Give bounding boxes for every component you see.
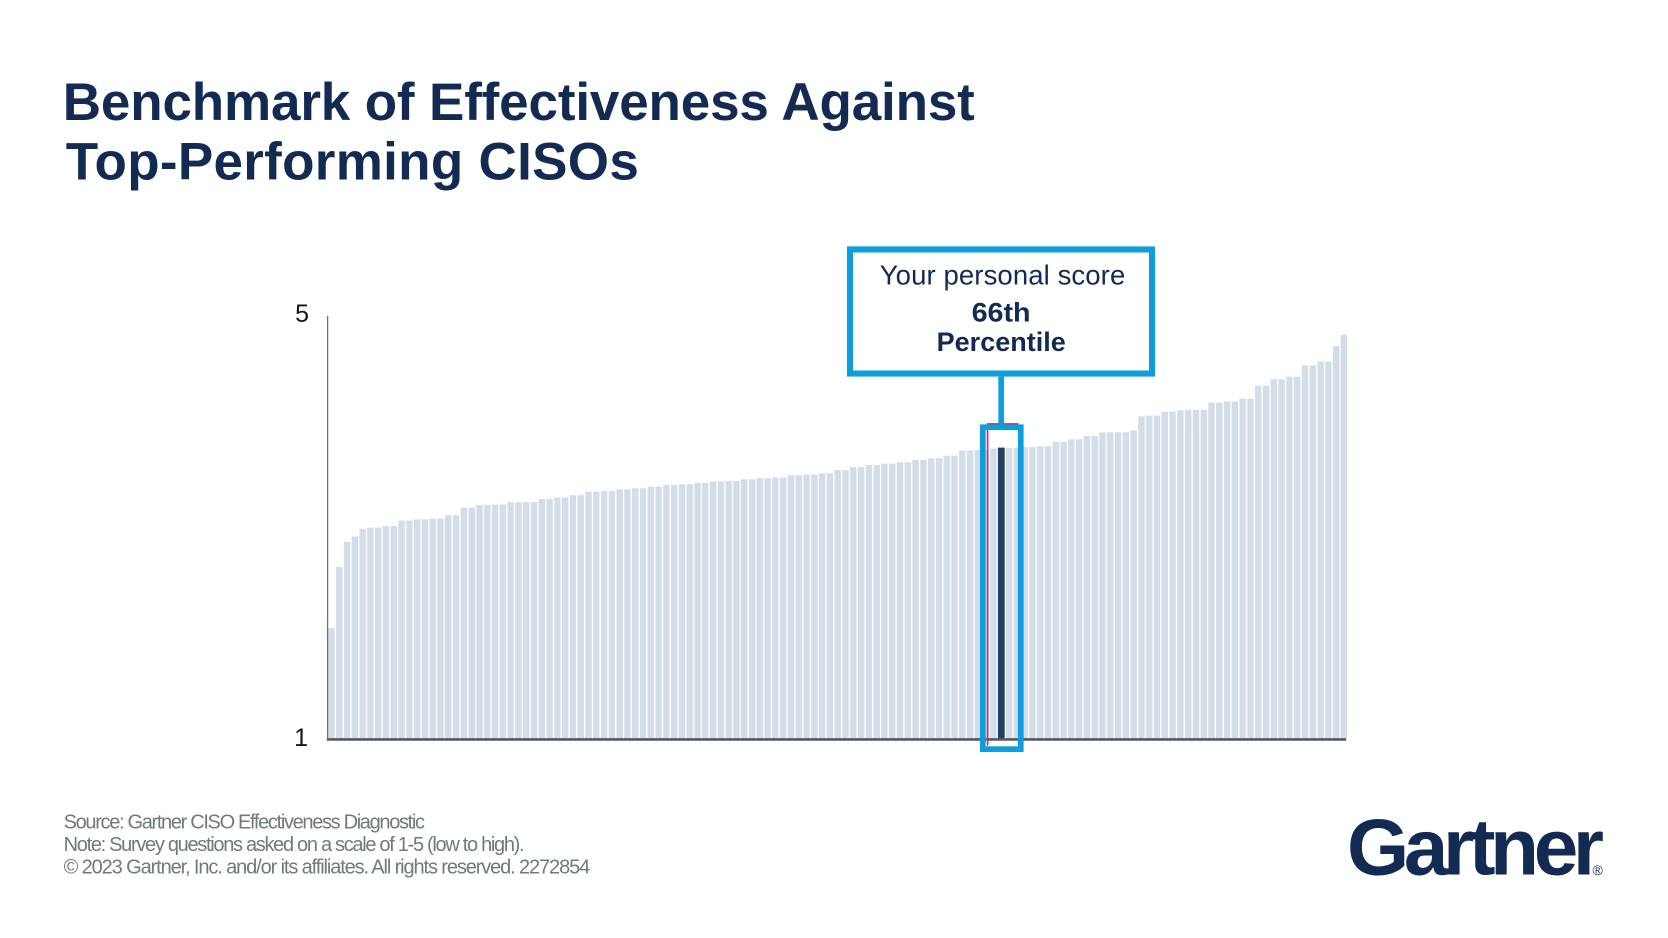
svg-text:Gartner: Gartner bbox=[1347, 803, 1604, 892]
svg-text:Benchmark of Effectiveness Aga: Benchmark of Effectiveness Against bbox=[63, 73, 975, 132]
svg-text:Top-Performing CISOs: Top-Performing CISOs bbox=[66, 132, 639, 191]
svg-text:Percentile: Percentile bbox=[937, 327, 1066, 357]
svg-text:®: ® bbox=[1593, 862, 1604, 878]
svg-text:5: 5 bbox=[295, 300, 309, 328]
svg-text:Source: Gartner CISO Effective: Source: Gartner CISO Effectiveness Diagn… bbox=[64, 811, 425, 833]
svg-text:© 2023 Gartner, Inc. and/or it: © 2023 Gartner, Inc. and/or its affiliat… bbox=[64, 857, 591, 879]
svg-text:Note: Survey questions asked o: Note: Survey questions asked on a scale … bbox=[64, 834, 525, 856]
svg-text:Your personal score: Your personal score bbox=[880, 260, 1126, 291]
svg-text:66th: 66th bbox=[972, 298, 1031, 328]
svg-text:1: 1 bbox=[294, 724, 308, 752]
